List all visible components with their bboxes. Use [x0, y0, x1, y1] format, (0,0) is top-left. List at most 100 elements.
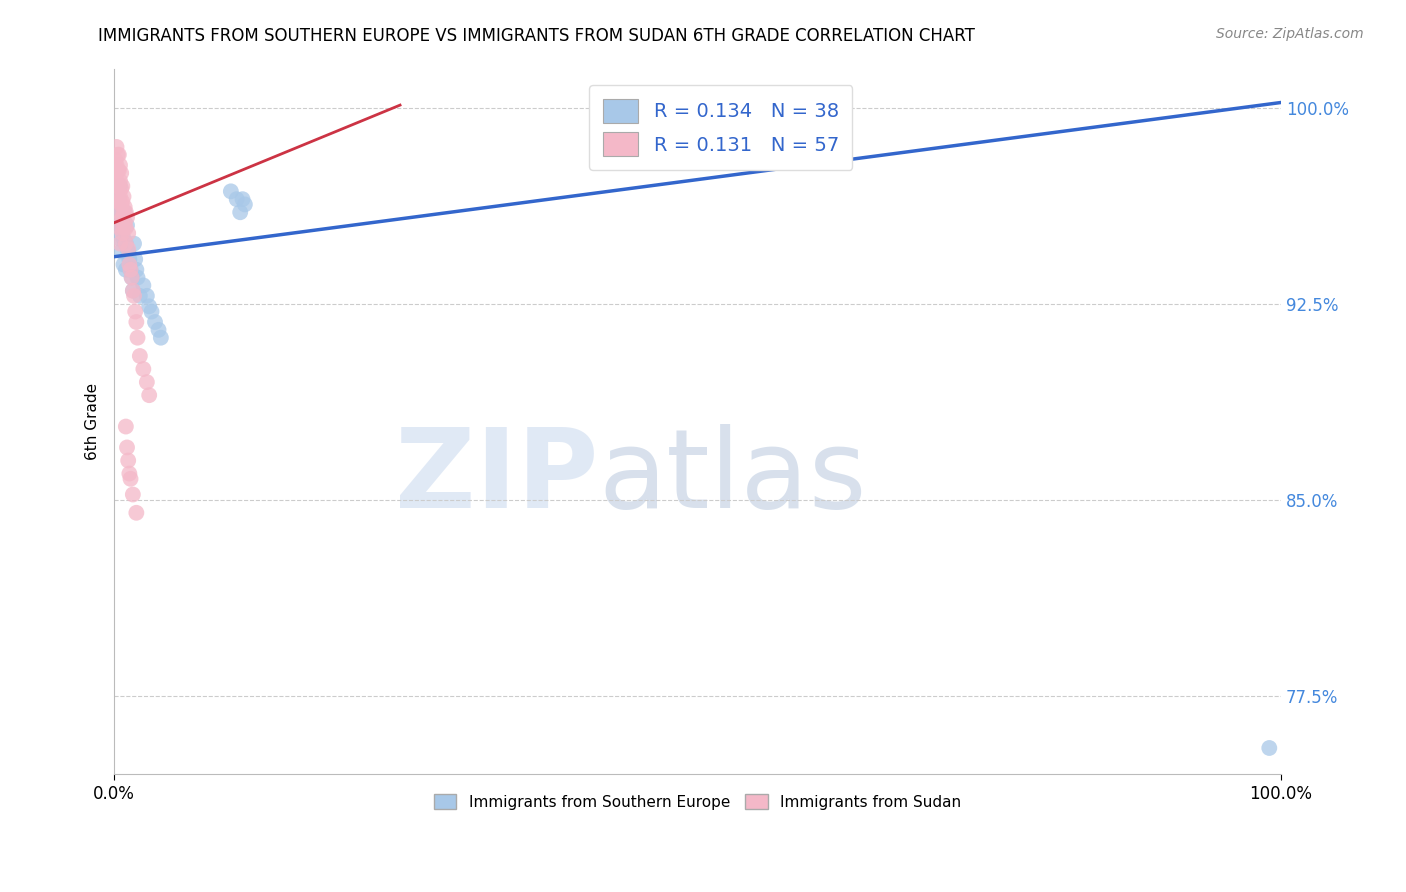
Point	[107, 192, 129, 206]
Point	[127, 270, 149, 285]
Point	[115, 441, 138, 455]
Point	[138, 299, 160, 313]
Point	[128, 349, 150, 363]
Point	[107, 179, 129, 194]
Y-axis label: 6th Grade: 6th Grade	[86, 383, 100, 460]
Point	[118, 252, 141, 267]
Point	[125, 506, 148, 520]
Point	[105, 158, 128, 172]
Point	[111, 226, 134, 240]
Point	[112, 258, 135, 272]
Point	[114, 200, 136, 214]
Point	[110, 166, 132, 180]
Point	[149, 331, 172, 345]
Point	[115, 236, 138, 251]
Point	[125, 315, 148, 329]
Point	[120, 262, 142, 277]
Point	[108, 179, 131, 194]
Point	[132, 362, 155, 376]
Point	[127, 331, 149, 345]
Point	[121, 284, 143, 298]
Point	[122, 289, 145, 303]
Point	[111, 211, 134, 225]
Point	[141, 304, 163, 318]
Point	[115, 205, 138, 219]
Point	[114, 216, 136, 230]
Point	[108, 236, 131, 251]
Point	[122, 236, 145, 251]
Point	[115, 219, 138, 233]
Point	[108, 189, 131, 203]
Point	[120, 472, 142, 486]
Point	[110, 244, 132, 259]
Point	[135, 375, 157, 389]
Point	[108, 174, 131, 188]
Point	[104, 153, 127, 167]
Point	[110, 197, 132, 211]
Point	[121, 270, 143, 285]
Point	[105, 205, 128, 219]
Legend: Immigrants from Southern Europe, Immigrants from Sudan: Immigrants from Southern Europe, Immigra…	[427, 788, 967, 816]
Point	[148, 323, 170, 337]
Point	[231, 192, 253, 206]
Point	[120, 262, 142, 277]
Point	[125, 262, 148, 277]
Point	[121, 270, 143, 285]
Point	[225, 192, 247, 206]
Point	[111, 179, 134, 194]
Point	[111, 219, 134, 233]
Point	[115, 211, 138, 225]
Point	[117, 453, 139, 467]
Point	[110, 213, 132, 227]
Point	[108, 211, 131, 225]
Point	[128, 289, 150, 303]
Point	[108, 205, 131, 219]
Text: atlas: atlas	[599, 425, 868, 532]
Point	[229, 205, 252, 219]
Point	[108, 179, 131, 194]
Text: ZIP: ZIP	[395, 425, 599, 532]
Point	[143, 315, 166, 329]
Point	[124, 252, 146, 267]
Point	[105, 140, 128, 154]
Point	[108, 163, 131, 178]
Text: IMMIGRANTS FROM SOUTHERN EUROPE VS IMMIGRANTS FROM SUDAN 6TH GRADE CORRELATION C: IMMIGRANTS FROM SOUTHERN EUROPE VS IMMIG…	[98, 27, 976, 45]
Point	[110, 205, 132, 219]
Point	[112, 221, 135, 235]
Point	[111, 194, 134, 209]
Point	[138, 388, 160, 402]
Point	[107, 163, 129, 178]
Point	[108, 194, 131, 209]
Point	[135, 289, 157, 303]
Point	[115, 419, 138, 434]
Point	[117, 242, 139, 256]
Point	[108, 231, 131, 245]
Point	[112, 189, 135, 203]
Point	[132, 278, 155, 293]
Point	[104, 166, 127, 180]
Point	[115, 236, 138, 251]
Point	[121, 487, 143, 501]
Point	[115, 262, 138, 277]
Point	[219, 185, 242, 199]
Point	[115, 221, 138, 235]
Point	[1258, 741, 1281, 756]
Point	[233, 197, 256, 211]
Point	[108, 158, 131, 172]
Point	[108, 147, 131, 161]
Point	[117, 226, 139, 240]
Point	[121, 284, 143, 298]
Point	[105, 174, 128, 188]
Point	[118, 258, 141, 272]
Point	[110, 182, 132, 196]
Point	[107, 147, 129, 161]
Text: Source: ZipAtlas.com: Source: ZipAtlas.com	[1216, 27, 1364, 41]
Point	[112, 231, 135, 245]
Point	[108, 192, 131, 206]
Point	[124, 304, 146, 318]
Point	[118, 467, 141, 481]
Point	[114, 205, 136, 219]
Point	[107, 219, 129, 233]
Point	[108, 221, 131, 235]
Point	[117, 244, 139, 259]
